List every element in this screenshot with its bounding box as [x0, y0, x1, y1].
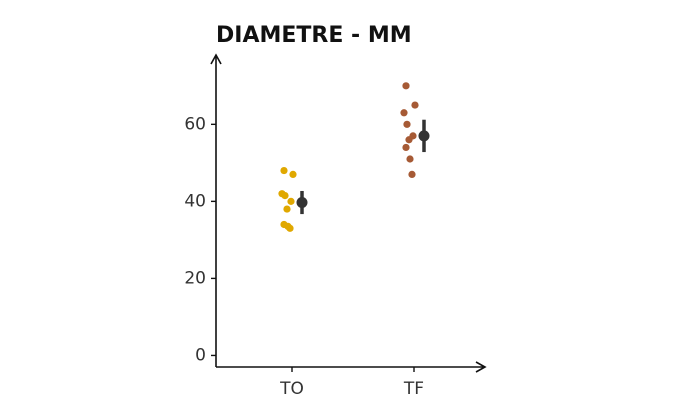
mean-point: [296, 197, 308, 209]
mean-point: [418, 130, 430, 142]
y-tick-label: 20: [184, 268, 206, 288]
x-axis: [216, 361, 487, 373]
y-tick-label: 40: [184, 191, 206, 211]
point: [406, 155, 414, 163]
point: [403, 120, 411, 128]
point: [289, 170, 297, 179]
point: [405, 136, 413, 144]
y-tick-label: 0: [195, 345, 206, 365]
x-tick-label: TO: [279, 379, 304, 399]
point: [402, 82, 410, 90]
y-axis: [210, 53, 222, 367]
point: [408, 170, 416, 179]
point: [286, 224, 294, 232]
chart-title: DIAMETRE - MM: [216, 23, 412, 48]
point: [287, 197, 295, 205]
point: [402, 143, 410, 152]
point: [280, 166, 288, 175]
point: [411, 101, 419, 109]
point: [281, 191, 289, 200]
y-tick-label: 60: [184, 114, 206, 134]
point: [283, 205, 291, 213]
axes: [210, 53, 487, 373]
x-tick-label: TF: [403, 379, 424, 399]
point: [400, 109, 408, 117]
